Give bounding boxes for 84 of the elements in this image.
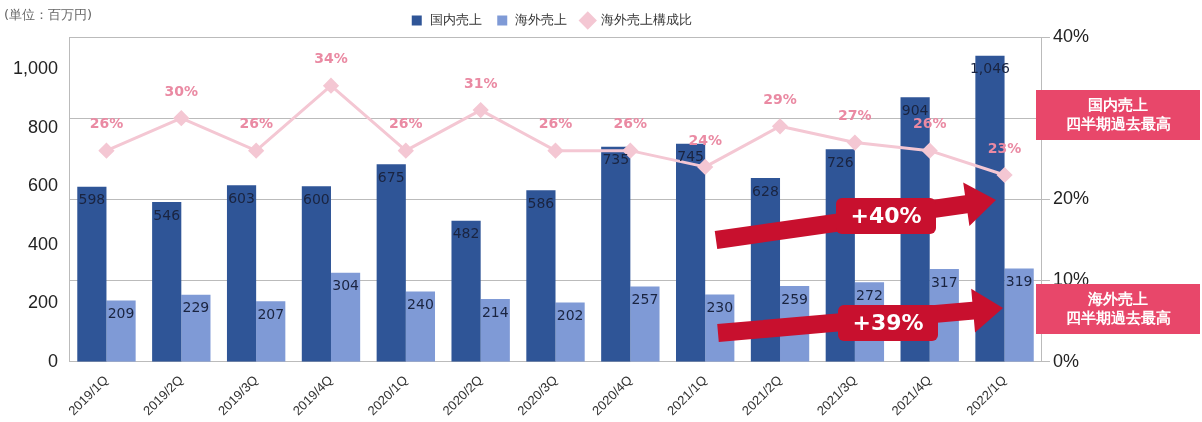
data-label: 26% <box>613 115 648 132</box>
data-label: 24% <box>688 131 722 148</box>
data-label: 209 <box>107 305 135 322</box>
annotation: +39% <box>852 308 924 337</box>
data-label: 628 <box>752 182 779 199</box>
data-label: 34% <box>314 50 348 67</box>
data-label: 30% <box>164 82 199 99</box>
data-label: 726 <box>826 153 854 170</box>
point <box>997 167 1013 183</box>
point <box>248 143 264 159</box>
legend-label: 海外売上 <box>515 11 568 27</box>
point <box>473 102 489 118</box>
callout-box: 国内売上 四半期過去最高 <box>1036 90 1200 140</box>
point <box>398 143 414 159</box>
bar <box>376 164 406 362</box>
bar <box>601 146 631 362</box>
point <box>98 143 114 159</box>
data-label: 26% <box>89 115 124 132</box>
point <box>173 110 189 126</box>
data-label: 546 <box>153 206 181 223</box>
data-label: 26% <box>389 115 423 132</box>
bar <box>301 186 331 362</box>
point <box>847 135 863 151</box>
bar <box>256 301 286 362</box>
callout-box: +39% <box>838 305 938 341</box>
y-tick-label: 800 <box>28 116 59 137</box>
bar <box>630 286 660 362</box>
legend-label: 国内売上 <box>429 11 482 27</box>
data-label: 735 <box>602 151 630 168</box>
data-label: 26% <box>239 115 273 132</box>
bar <box>181 294 211 362</box>
point <box>697 159 713 175</box>
bar <box>451 220 481 362</box>
callout-box: 海外売上 四半期過去最高 <box>1036 284 1200 334</box>
point <box>548 143 564 159</box>
bar <box>676 143 706 362</box>
data-label: 317 <box>930 273 958 290</box>
data-label: 207 <box>257 305 285 322</box>
point <box>922 143 938 159</box>
data-label: 26% <box>538 115 573 132</box>
data-label: 259 <box>781 290 808 307</box>
legend-label: 海外売上構成比 <box>600 11 692 27</box>
data-label: 603 <box>228 189 255 206</box>
y2-tick-label: 0% <box>1052 350 1079 371</box>
bar <box>152 201 182 362</box>
bar <box>330 272 361 362</box>
point <box>323 78 339 94</box>
bar <box>77 186 107 362</box>
bar <box>226 185 257 362</box>
data-label: 230 <box>706 299 734 316</box>
callout-box: +40% <box>836 198 936 234</box>
data-label: 586 <box>527 194 555 211</box>
bar <box>1004 268 1034 362</box>
data-label: 675 <box>377 168 405 185</box>
y-axis-title: (単位：百万円) <box>4 7 93 23</box>
data-label: 240 <box>407 296 434 313</box>
data-label: 482 <box>452 225 480 242</box>
y2-tick-label: 20% <box>1052 188 1089 209</box>
data-label: 29% <box>763 90 797 107</box>
y-tick-label: 1,000 <box>13 58 59 79</box>
data-label: 229 <box>182 299 210 316</box>
data-label: 257 <box>631 291 659 308</box>
bar <box>480 299 510 362</box>
data-label: 202 <box>556 307 584 324</box>
bar <box>106 300 136 362</box>
y-tick-label: 400 <box>28 233 59 254</box>
data-label: 745 <box>677 148 704 165</box>
bar <box>405 291 436 362</box>
data-label: 304 <box>332 277 360 294</box>
annotation: +40% <box>850 201 922 230</box>
y2-tick-label: 40% <box>1052 25 1089 46</box>
data-label: 31% <box>463 74 498 91</box>
bar <box>526 190 556 362</box>
y-tick-label: 600 <box>28 175 59 196</box>
y-tick-label: 0 <box>48 350 59 371</box>
data-label: 26% <box>912 115 947 132</box>
y-tick-label: 200 <box>28 292 59 313</box>
data-label: 600 <box>303 190 330 207</box>
data-label: 319 <box>1005 273 1033 290</box>
data-label: 598 <box>78 191 106 208</box>
data-label: 272 <box>856 286 883 303</box>
data-label: 214 <box>481 303 509 320</box>
data-label: 904 <box>901 101 929 118</box>
point <box>772 118 788 134</box>
